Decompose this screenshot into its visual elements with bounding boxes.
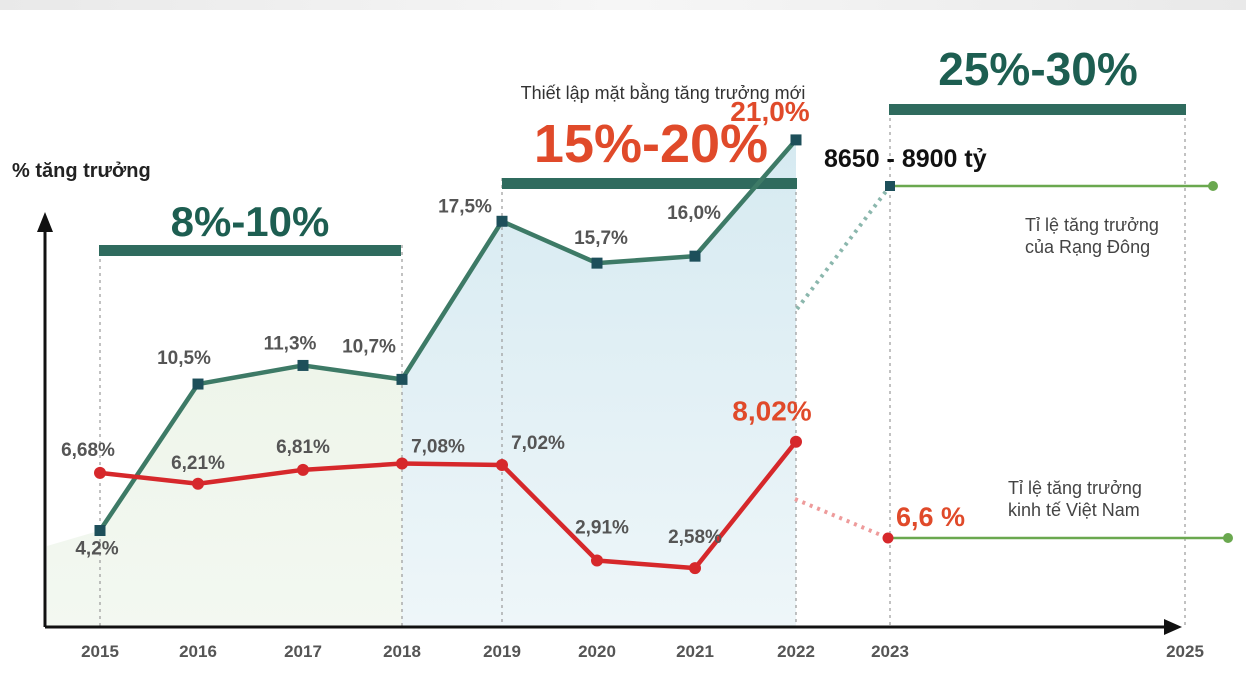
data-label-vietnam-2021: 2,58%: [668, 527, 722, 548]
forecast-marker-rang-dong: [885, 181, 895, 191]
x-tick-2021: 2021: [676, 642, 714, 661]
x-tick-2022: 2022: [777, 642, 815, 661]
target-label-3: 25%-30%: [938, 43, 1137, 95]
point-rang-dong-2015: [94, 525, 106, 537]
target-caption-2: Thiết lập mặt bằng tăng trưởng mới: [521, 82, 806, 103]
point-rang-dong-2022: [790, 134, 802, 146]
x-tick-2016: 2016: [179, 642, 217, 661]
target-bar-1: [99, 245, 401, 256]
forecast-label-vietnam: 6,6 %: [896, 502, 965, 532]
target-band-2: 15%-20% Thiết lập mặt bằng tăng trưởng m…: [502, 82, 805, 189]
target-label-1: 8%-10%: [171, 198, 330, 245]
data-label-vietnam-2020: 2,91%: [575, 518, 629, 539]
data-label-rang-dong-2019: 17,5%: [438, 196, 492, 217]
area-fill-2015-2018: [47, 365, 402, 627]
point-vietnam-2022: [790, 435, 802, 448]
point-vietnam-2017: [297, 463, 309, 476]
point-rang-dong-2019: [496, 215, 508, 227]
series-rang-dong: 4,2% 10,5% 11,3% 10,7% 17,5% 15,7% 16,0% 21,0%: [75, 96, 809, 560]
point-vietnam-2020: [591, 554, 603, 567]
point-rang-dong-2018: [396, 373, 408, 385]
data-label-vietnam-2017: 6,81%: [276, 437, 330, 458]
data-label-vietnam-2018: 7,08%: [411, 437, 465, 458]
legend-rang-dong-line1: Tỉ lệ tăng trưởng: [1025, 215, 1159, 235]
forecast-end-dot-vietnam: [1223, 533, 1233, 543]
series-vietnam: 6,68% 6,21% 6,81% 7,08% 7,02% 2,91% 2,58% 8,02%: [61, 396, 812, 575]
legend-rang-dong: Tỉ lệ tăng trưởng của Rạng Đông: [1025, 215, 1159, 257]
target-bar-3: [889, 104, 1186, 115]
point-rang-dong-2016: [192, 378, 204, 390]
forecast-connector-vietnam: [794, 497, 889, 540]
data-label-rang-dong-2017: 11,3%: [264, 333, 317, 354]
data-label-rang-dong-2020: 15,7%: [574, 228, 628, 249]
forecast-marker-vietnam: [882, 532, 894, 544]
point-vietnam-2021: [689, 562, 701, 575]
data-label-rang-dong-2015: 4,2%: [75, 539, 118, 560]
x-tick-2018: 2018: [383, 642, 421, 661]
target-bar-2: [502, 178, 797, 189]
x-tick-2015: 2015: [81, 642, 119, 661]
x-tick-labels: 2015 2016 2017 2018 2019 2020 2021 2022 2023 2025: [81, 642, 1204, 661]
legend-vietnam-line1: Tỉ lệ tăng trưởng: [1008, 478, 1142, 498]
x-tick-2020: 2020: [578, 642, 616, 661]
legend-rang-dong-line2: của Rạng Đông: [1025, 237, 1150, 257]
series-line-vietnam: [99, 440, 798, 571]
target-band-1: 8%-10%: [99, 198, 401, 256]
y-axis-arrow-icon: [37, 212, 53, 232]
x-tick-2023: 2023: [871, 642, 909, 661]
point-vietnam-2019: [496, 458, 508, 471]
point-rang-dong-2020: [591, 257, 603, 269]
x-tick-2017: 2017: [284, 642, 322, 661]
data-label-rang-dong-2018: 10,7%: [342, 336, 396, 357]
series-line-rang-dong: [98, 138, 798, 532]
point-vietnam-2018: [396, 457, 408, 470]
legend-vietnam-line2: kinh tế Việt Nam: [1008, 500, 1140, 520]
point-rang-dong-2021: [689, 250, 701, 262]
legend-vietnam: Tỉ lệ tăng trưởng kinh tế Việt Nam: [1008, 478, 1142, 520]
data-label-rang-dong-2021: 16,0%: [667, 203, 721, 224]
x-tick-2019: 2019: [483, 642, 521, 661]
data-label-vietnam-2022: 8,02%: [732, 396, 811, 427]
forecast-end-dot-rang-dong: [1208, 181, 1218, 191]
target-band-3: 25%-30%: [889, 43, 1186, 115]
data-label-rang-dong-2016: 10,5%: [157, 348, 211, 369]
data-label-vietnam-2015: 6,68%: [61, 440, 115, 461]
forecast-label-rang-dong: 8650 - 8900 tỷ: [824, 145, 987, 173]
point-vietnam-2015: [94, 466, 106, 479]
target-label-2: 15%-20%: [534, 114, 768, 174]
point-vietnam-2016: [192, 477, 204, 490]
data-label-vietnam-2016: 6,21%: [171, 453, 225, 474]
point-rang-dong-2017: [297, 359, 309, 371]
data-label-rang-dong-2022: 21,0%: [730, 96, 809, 127]
y-axis-label: % tăng trưởng: [12, 160, 151, 182]
forecast-connector-rang-dong: [795, 184, 892, 311]
data-label-vietnam-2019: 7,02%: [511, 433, 565, 454]
x-axis-arrow-icon: [1164, 619, 1182, 635]
x-tick-2025: 2025: [1166, 642, 1204, 661]
top-bar: [0, 0, 1246, 10]
area-fill-2019-2022: [402, 139, 796, 627]
